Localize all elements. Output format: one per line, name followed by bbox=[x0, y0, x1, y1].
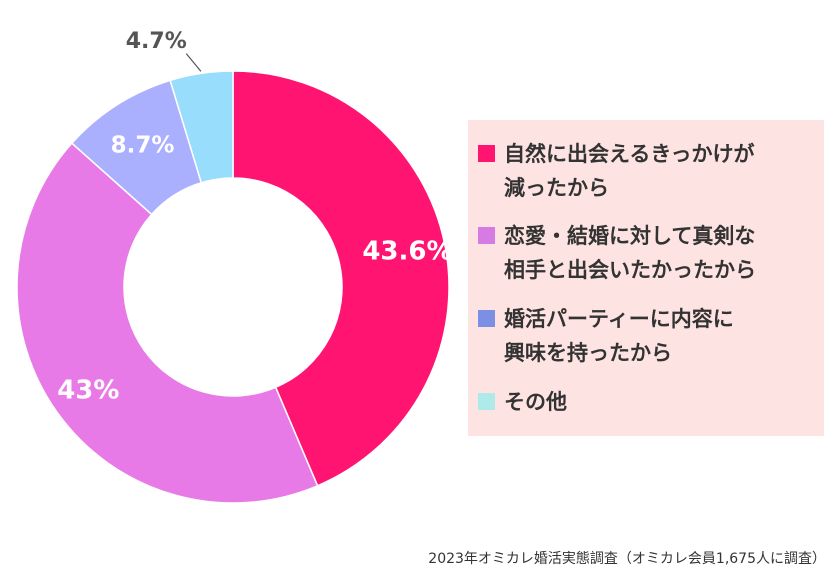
donut-slice-2 bbox=[16, 142, 319, 504]
legend-label-4-line1: その他 bbox=[504, 390, 567, 414]
legend-item-4: その他 bbox=[478, 385, 814, 419]
legend-label-1-line1: 自然に出会えるきっかけが bbox=[504, 142, 755, 166]
value-label-3: 8.7% bbox=[111, 132, 175, 158]
legend-label-1: 自然に出会えるきっかけが 減ったから bbox=[504, 137, 814, 205]
legend-item-2: 恋愛・結婚に対して真剣な 相手と出会いたかったから bbox=[478, 219, 814, 287]
value-label-2: 43% bbox=[57, 376, 119, 406]
legend-label-3: 婚活パーティーに内容に 興味を持ったから bbox=[504, 302, 814, 370]
value-label-4: 4.7% bbox=[126, 29, 187, 54]
legend-item-3: 婚活パーティーに内容に 興味を持ったから bbox=[478, 302, 814, 370]
footnote: 2023年オミカレ婚活実態調査（オミカレ会員1,675人に調査） bbox=[428, 551, 826, 567]
legend-label-4: その他 bbox=[504, 385, 814, 419]
legend-swatch-4 bbox=[478, 393, 495, 410]
legend-swatch-1 bbox=[478, 145, 495, 162]
legend-swatch-2 bbox=[478, 227, 495, 244]
legend-label-1-line2: 減ったから bbox=[504, 176, 609, 200]
legend-label-3-line1: 婚活パーティーに内容に bbox=[504, 307, 734, 331]
donut-chart: 43.6% 43% 8.7% 4.7% bbox=[16, 29, 452, 504]
legend-label-3-line2: 興味を持ったから bbox=[504, 341, 672, 365]
legend-label-2-line1: 恋愛・結婚に対して真剣な bbox=[504, 224, 756, 248]
donut-slice-4 bbox=[169, 70, 234, 184]
legend-swatch-3 bbox=[478, 310, 495, 327]
value-label-1: 43.6% bbox=[362, 236, 452, 266]
legend-item-1: 自然に出会えるきっかけが 減ったから bbox=[478, 137, 814, 205]
leader-line-4 bbox=[185, 53, 202, 72]
legend-label-2: 恋愛・結婚に対して真剣な 相手と出会いたかったから bbox=[504, 219, 814, 287]
donut-slice-1 bbox=[232, 70, 450, 487]
legend-label-2-line2: 相手と出会いたかったから bbox=[504, 258, 756, 282]
legend: 自然に出会えるきっかけが 減ったから 恋愛・結婚に対して真剣な 相手と出会いたか… bbox=[468, 120, 824, 436]
